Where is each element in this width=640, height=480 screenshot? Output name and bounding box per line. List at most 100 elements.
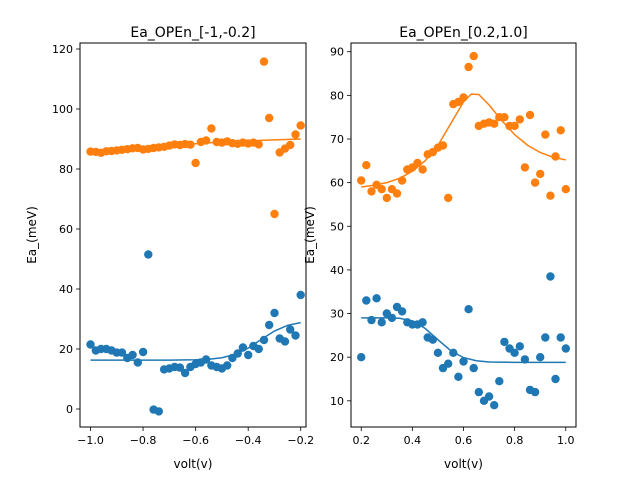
data-point [296,121,305,130]
fit-line [361,93,566,188]
data-point [238,343,248,352]
left-chart: −1.0 −0.8 −0.6 −0.4 −0.2 0 20 40 60 80 100 120 Ea_OP… [25,25,314,471]
data-point [144,250,153,259]
data-point [530,178,540,187]
y-tick-label: 40 [59,283,73,296]
data-point [387,313,397,323]
data-point [438,141,448,150]
chart-title: Ea_OPEn_[-1,-0.2] [130,25,255,41]
data-point [382,193,391,203]
axes-frame [79,42,307,428]
data-point [207,124,216,133]
x-tick-label: −1.0 [77,434,104,447]
y-tick-label: 40 [330,264,344,277]
y-tick-label: 80 [59,163,73,176]
data-point [510,121,519,131]
data-point [556,126,565,135]
x-tick-label: 1.0 [557,434,575,447]
y-tick-label: 20 [59,343,73,356]
data-point [520,355,530,364]
x-axis-label: volt(v) [444,457,483,471]
data-point [444,193,453,203]
data-point [469,363,478,373]
data-point [561,185,570,194]
data-point [357,176,366,185]
data-point [454,372,463,381]
right-chart: 0.2 0.4 0.6 0.8 1.0 10 20 30 40 50 60 70 80 90 Ea_OPEn… [303,25,577,471]
data-point [428,335,437,344]
data-point [362,161,371,170]
data-point [551,374,560,384]
y-tick-label: 0 [66,403,73,416]
data-point [377,185,386,194]
data-point [286,140,295,150]
y-tick-label: 10 [330,395,344,408]
data-point [397,176,407,185]
data-point [433,348,443,357]
data-point [296,290,305,300]
data-point [464,62,473,72]
y-tick-label: 80 [330,89,344,102]
data-point [280,337,290,346]
data-point [259,335,269,345]
data-point [413,158,422,168]
y-tick-label: 60 [59,223,73,236]
data-point [556,333,565,342]
data-point [357,353,366,362]
data-point [484,392,494,401]
data-point [367,315,376,325]
y-tick-label: 70 [330,133,344,146]
data-point [362,296,371,305]
data-point [259,57,269,66]
y-tick-label: 30 [330,308,344,321]
x-tick-label: 0.2 [352,434,370,447]
data-point [377,318,386,327]
data-point [515,115,524,124]
data-point [444,359,453,368]
x-tick-label: −0.6 [182,434,209,447]
y-tick-label: 20 [330,351,344,364]
fit-line [361,317,566,364]
data-point [254,140,263,149]
data-point [244,350,253,360]
data-point [495,377,504,386]
data-point [201,136,211,145]
data-point [536,353,545,362]
data-point [490,401,499,410]
y-tick-label: 100 [52,103,73,116]
data-point [117,348,127,357]
x-axis-label: volt(v) [174,457,213,471]
data-point [546,272,555,281]
data-point [459,357,468,366]
data-point [515,342,524,351]
data-point [520,163,530,172]
data-point [186,140,195,149]
data-point [561,344,570,353]
data-point [286,325,295,334]
data-point [418,318,427,327]
data-point [392,189,402,198]
data-point [270,308,279,318]
chart-title: Ea_OPEn_[0.2,1.0] [399,25,528,41]
data-point [500,337,509,347]
data-point [546,191,555,200]
data-point [265,320,274,330]
data-point [201,355,211,364]
y-tick-label: 120 [52,43,73,56]
data-point [191,158,200,168]
x-tick-label: 0.8 [506,434,524,447]
data-point [128,350,137,360]
data-point [449,348,458,357]
data-point [138,347,148,357]
data-point [490,119,499,128]
data-point [372,294,381,303]
data-point [551,152,560,161]
data-point [291,331,300,340]
data-point [175,363,185,372]
x-tick-label: −0.8 [130,434,157,447]
data-point [525,110,535,120]
y-axis-label: Ea_(meV) [303,206,317,264]
y-tick-label: 60 [330,177,344,190]
data-point [541,333,550,342]
